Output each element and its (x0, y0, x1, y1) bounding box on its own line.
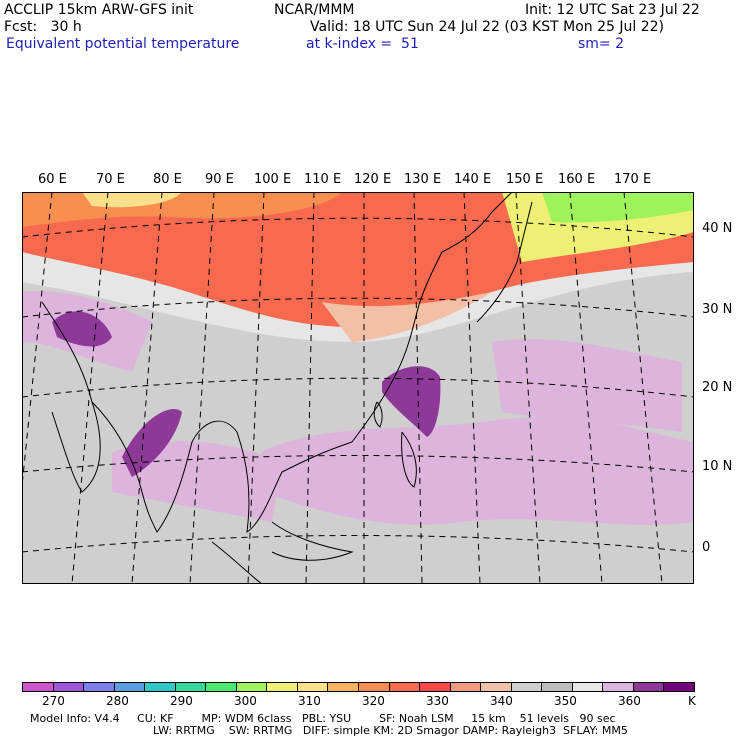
lon-label: 150 E (506, 172, 544, 187)
colorbar-swatch (144, 682, 176, 692)
lon-label: 80 E (153, 172, 182, 187)
lon-label: 140 E (454, 172, 492, 187)
valid-time: Valid: 18 UTC Sun 24 Jul 22 (03 KST Mon … (310, 19, 664, 35)
center-label: NCAR/MMM (274, 2, 355, 18)
colorbar-swatch (571, 682, 604, 692)
colorbar-tick-label: 270 (42, 694, 65, 708)
cool-northeast-region (542, 192, 694, 223)
coastline-korea (441, 192, 513, 253)
lon-label: 90 E (205, 172, 234, 187)
colorbar-swatch (52, 682, 85, 692)
colorbar-swatch (480, 682, 512, 692)
colorbar-swatch (632, 682, 665, 692)
colorbar-unit: K (688, 694, 696, 708)
colorbar-tick-label: 330 (426, 694, 449, 708)
colorbar-swatch (174, 682, 207, 692)
lon-label: 60 E (38, 172, 67, 187)
coastline-sumatra (211, 541, 263, 584)
colorbar-swatch (449, 682, 482, 692)
init-time: Init: 12 UTC Sat 23 Jul 22 (525, 2, 700, 18)
colorbar-tick-label: 350 (554, 694, 577, 708)
lat-label: 30 N (702, 302, 733, 317)
field-name: Equivalent potential temperature (6, 36, 240, 52)
colorbar-swatch (663, 682, 695, 692)
colorbar-swatch (205, 682, 237, 692)
colorbar-swatch (510, 682, 543, 692)
colorbar-tick-label: 310 (298, 694, 321, 708)
colorbar-swatch (419, 682, 451, 692)
graticule-lat-20 (22, 377, 694, 398)
colorbar-swatch (266, 682, 298, 692)
high-theta-e-core (382, 366, 441, 437)
map-frame (22, 192, 694, 584)
lon-label: 120 E (354, 172, 392, 187)
lavender-region (492, 339, 682, 432)
coastlines (41, 192, 533, 584)
colorbar-swatch (327, 682, 359, 692)
lon-label: 70 E (96, 172, 125, 187)
colorbar-swatch (113, 682, 146, 692)
lon-label: 100 E (254, 172, 292, 187)
lat-label: 20 N (702, 380, 733, 395)
colorbar-swatch (541, 682, 573, 692)
graticule-lat-40 (22, 217, 694, 238)
coastline-china (351, 251, 443, 443)
graticule-lat-10 (22, 455, 694, 473)
model-info-line1: Model Info: V4.4 CU: KF MP: WDM 6class P… (30, 712, 616, 725)
coastline-india (91, 401, 238, 533)
coastline-indochina (236, 431, 353, 534)
coastline-arabia-india (41, 301, 101, 493)
forecast-hour: Fcst: 30 h (4, 19, 82, 35)
colorbar-swatch (296, 682, 329, 692)
colorbar-tick-label: 320 (362, 694, 385, 708)
theta-e-map (22, 192, 694, 584)
model-level: at k-index = 51 (306, 36, 419, 52)
graticule-lat-0 (22, 535, 694, 553)
lat-label: 10 N (702, 459, 733, 474)
lon-label: 110 E (304, 172, 342, 187)
coastline-philippines (401, 431, 417, 488)
colorbar-swatch (235, 682, 268, 692)
model-info-line2: LW: RRTMG SW: RRTMG DIFF: simple KM: 2D … (153, 724, 628, 737)
lavender-region (262, 417, 694, 525)
colorbar-swatch (358, 682, 390, 692)
lat-label: 40 N (702, 221, 733, 236)
colorbar-tick-label: 290 (170, 694, 193, 708)
coastline-taiwan (373, 401, 383, 428)
high-theta-e-core (52, 311, 112, 347)
smoothing-value: sm= 2 (578, 36, 625, 52)
colorbar-tick-label: 360 (618, 694, 641, 708)
colorbar-swatch (388, 682, 421, 692)
lon-label: 160 E (558, 172, 596, 187)
coastline-japan (476, 201, 533, 323)
colorbar-tick-label: 300 (234, 694, 257, 708)
colorbar-swatch (83, 682, 115, 692)
high-theta-e-core (122, 409, 182, 477)
coastline-borneo (271, 521, 354, 561)
colorbar-tick-label: 280 (106, 694, 129, 708)
lat-label: 0 (702, 540, 711, 555)
colorbar-swatch (602, 682, 634, 692)
colorbar-swatch (22, 682, 54, 692)
lon-label: 170 E (614, 172, 652, 187)
graticule-lat-30 (22, 297, 694, 318)
colorbar-tick-label: 340 (490, 694, 513, 708)
graticule (22, 192, 694, 584)
lon-label: 130 E (404, 172, 442, 187)
model-title: ACCLIP 15km ARW-GFS init (4, 2, 194, 18)
